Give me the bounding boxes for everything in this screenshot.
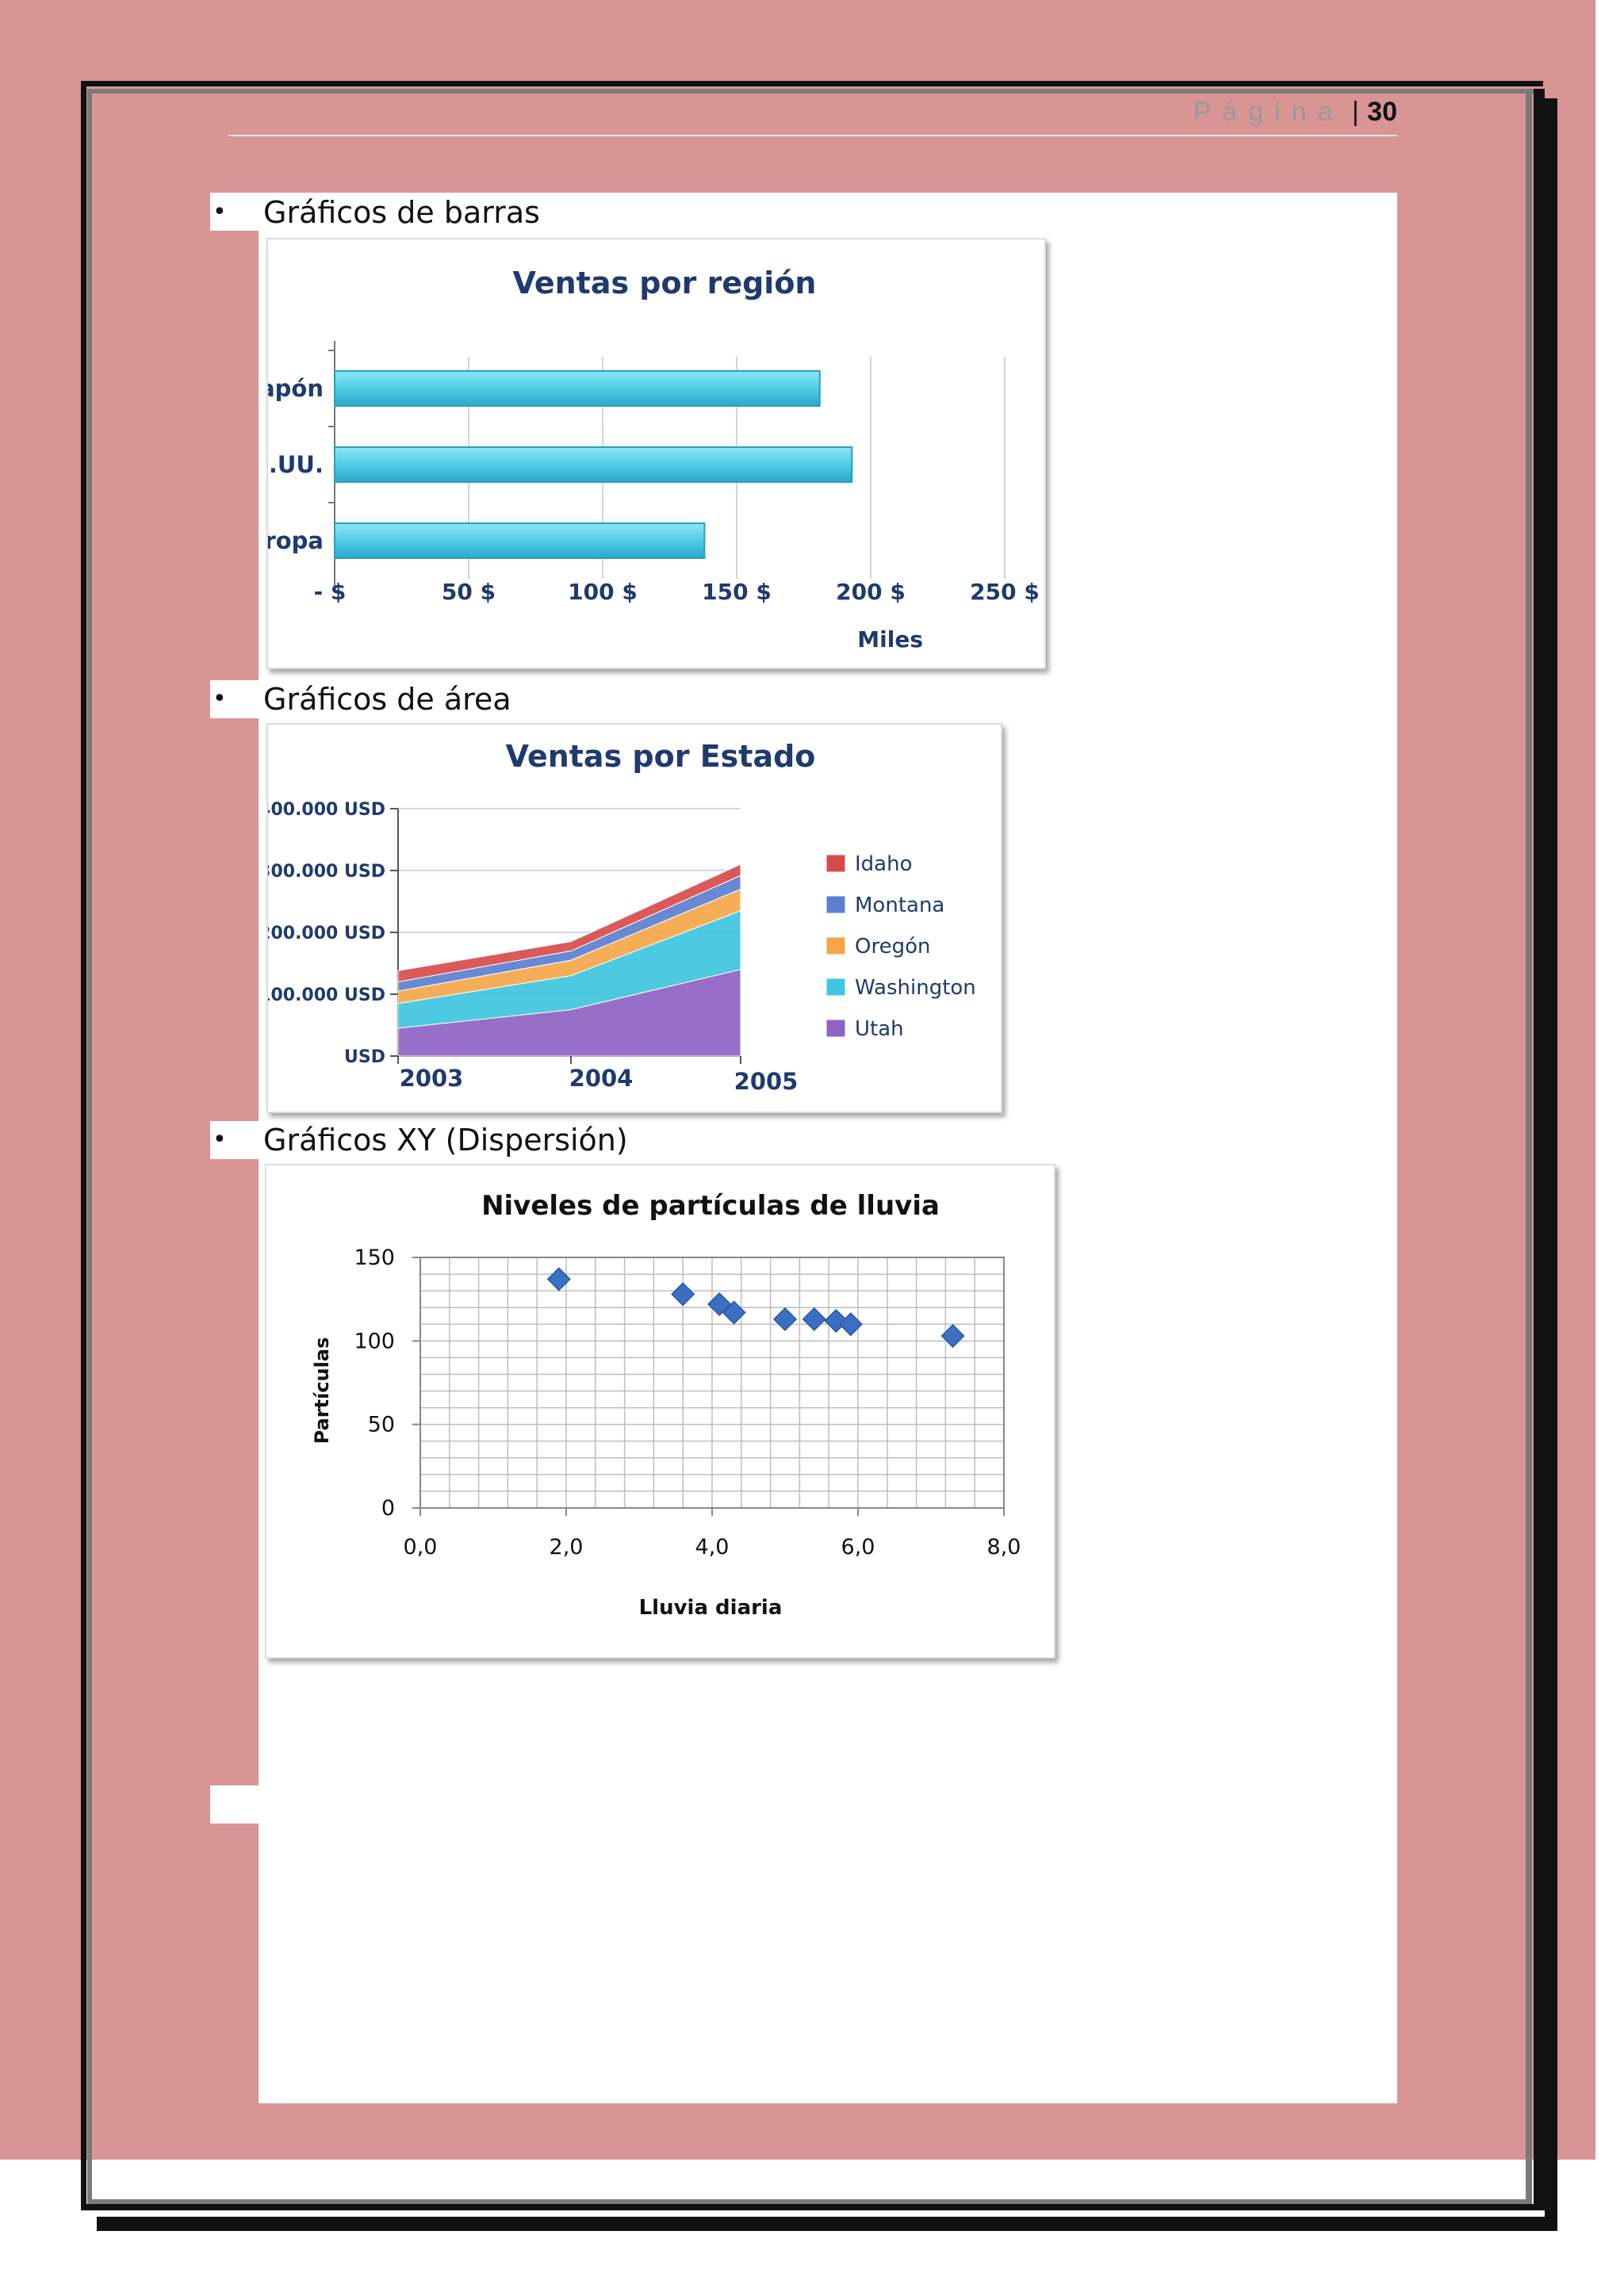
scatter-chart-x-axis-label: Lluvia diaria [639,1596,783,1620]
frame-border-right-inner [1526,89,1532,2204]
area-chart-series-area [397,863,741,982]
bar-chart-category-label: Japón [268,375,324,402]
area-chart-x-tick-label: 2005 [734,1068,799,1095]
page-header-separator: | [1351,97,1359,127]
frame-border-left [81,81,86,2206]
frame-border-right [1534,89,1545,2210]
page-header: Página | 30 [1189,97,1397,135]
scatter-chart-x-tick-label: 2,0 [550,1535,584,1559]
scatter-chart-point [772,1307,798,1332]
bar-chart-tick-label: 200 $ [836,579,906,605]
area-chart-y-tick-label: 400.000 USD [268,800,385,820]
section-label-xy-charts: Gráficos XY (Dispersión) [263,1123,628,1158]
bar-chart-tick-label: 150 $ [702,579,772,605]
scatter-chart-y-tick-label: 50 [368,1413,395,1437]
bullet-3: • [213,1126,227,1154]
frame-border-top [81,81,1543,86]
scatter-chart-x-tick-label: 4,0 [695,1535,730,1559]
bar-chart-bar [334,446,853,483]
bar-chart-title: Ventas por región [513,266,817,300]
frame-inner-left-strip [93,2160,1531,2199]
bar-chart-bar [334,522,706,559]
area-chart-legend-label: Montana [855,894,944,917]
area-chart-y-tick-label: 100.000 USD [268,985,385,1005]
scatter-chart-x-tick-label: 0,0 [404,1535,438,1559]
scatter-chart-point [838,1312,863,1337]
area-chart-legend-label: Washington [855,976,976,1000]
frame-border-bottom-inner [87,2199,1532,2204]
scatter-chart-y-tick-label: 100 [354,1329,395,1353]
area-chart-legend-swatch [825,854,846,873]
scatter-chart-y-axis-label: Partículas [311,1337,333,1445]
section-label-bar-charts: Gráficos de barras [263,195,540,230]
bullet-strip-4 [210,1785,259,1823]
area-chart-y-tick-label: USD [344,1047,385,1067]
area-chart-x-tick-label: 2003 [400,1065,464,1092]
area-chart-y-tick-label: 300.000 USD [268,862,385,882]
frame-shadow-right [1545,98,1557,2231]
scatter-chart-container: Niveles de partículas de lluvia 0 50 100 15… [265,1164,1055,1659]
header-rule [228,135,1397,136]
frame-border-top-inner [87,89,1537,94]
frame-border-bottom [81,2204,1545,2210]
bar-chart: Ventas por región Japón EE.UU. Europa - $ 5… [232,266,1040,652]
bar-chart-tick-label: 50 $ [442,579,496,605]
area-chart-legend-swatch [825,936,846,955]
area-chart-legend-label: Idaho [855,852,913,876]
area-chart-legend-label: Utah [855,1017,904,1041]
scatter-chart-point [940,1323,965,1349]
bullet-1: • [213,198,227,226]
bar-chart-bar [334,370,821,407]
area-chart-title: Ventas por Estado [506,739,816,774]
scatter-chart: Niveles de partículas de lluvia 0 50 100 15… [311,1190,1021,1620]
scatter-chart-point [546,1267,571,1292]
bar-chart-category-label: EE.UU. [268,451,324,478]
bar-chart-container: Ventas por región Japón EE.UU. Europa - $ 5… [232,238,1046,669]
area-chart: Ventas por Estado USD 100.000 USD 200.000 … [259,739,976,1095]
section-label-area-charts: Gráficos de área [263,682,511,717]
area-chart-legend-label: Oregón [855,935,930,959]
area-chart-legend-swatch [825,1019,846,1038]
scatter-chart-x-tick-label: 8,0 [987,1535,1021,1559]
area-chart-container: Ventas por Estado USD 100.000 USD 200.000 … [259,723,1002,1113]
frame-shadow-bottom [97,2217,1557,2231]
bullet-strip-1 [210,193,259,231]
page-number: 30 [1367,97,1397,127]
bar-chart-x-axis-label: Miles [857,626,923,652]
area-chart-x-tick-label: 2004 [569,1065,634,1092]
scatter-chart-y-tick-label: 150 [354,1246,395,1270]
bar-chart-tick-label: 250 $ [970,579,1040,605]
area-chart-legend-swatch [825,895,846,914]
area-chart-legend-swatch [825,978,846,997]
bullet-strip-2 [210,680,259,718]
scatter-chart-x-tick-label: 6,0 [841,1535,875,1559]
bar-chart-category-label: Europa [268,527,324,554]
page-header-word: Página [1193,97,1344,127]
bar-chart-tick-label: 100 $ [568,579,638,605]
scatter-chart-point [671,1282,695,1307]
bullet-strip-3 [210,1121,259,1159]
scatter-chart-point [802,1307,826,1332]
scatter-chart-title: Niveles de partículas de lluvia [481,1190,940,1222]
scatter-chart-point [722,1300,746,1325]
frame-border-left-inner [87,89,92,2199]
scatter-chart-y-tick-label: 0 [381,1496,395,1521]
area-chart-y-tick-label: 200.000 USD [268,924,385,943]
bar-chart-tick-label: - $ [314,579,347,605]
bullet-2: • [213,685,227,713]
